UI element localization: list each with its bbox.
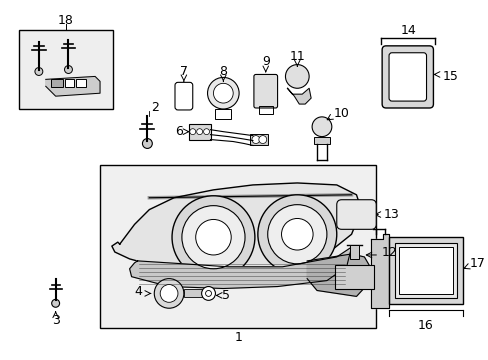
Circle shape bbox=[203, 129, 209, 135]
Polygon shape bbox=[112, 183, 361, 272]
Bar bbox=[183, 289, 201, 297]
Bar bbox=[100, 165, 375, 328]
Bar bbox=[334, 265, 373, 289]
Circle shape bbox=[64, 66, 72, 73]
Circle shape bbox=[35, 68, 43, 76]
Circle shape bbox=[196, 129, 202, 135]
Text: 15: 15 bbox=[442, 70, 457, 83]
Polygon shape bbox=[129, 247, 351, 288]
Bar bbox=[388, 237, 462, 304]
Text: 9: 9 bbox=[261, 55, 269, 68]
Text: 13: 13 bbox=[384, 208, 399, 221]
Circle shape bbox=[201, 287, 215, 300]
Circle shape bbox=[189, 129, 195, 135]
Text: 18: 18 bbox=[58, 14, 73, 27]
Text: 1: 1 bbox=[234, 331, 242, 344]
FancyBboxPatch shape bbox=[253, 75, 277, 108]
Text: 6: 6 bbox=[175, 125, 183, 138]
Bar bbox=[76, 80, 86, 87]
Polygon shape bbox=[287, 88, 310, 104]
FancyBboxPatch shape bbox=[336, 200, 375, 229]
Bar bbox=[19, 30, 113, 109]
FancyBboxPatch shape bbox=[388, 53, 426, 101]
Circle shape bbox=[172, 196, 254, 279]
Circle shape bbox=[142, 139, 152, 148]
Text: 16: 16 bbox=[417, 319, 432, 333]
Text: 7: 7 bbox=[180, 65, 187, 78]
Circle shape bbox=[257, 195, 336, 274]
Polygon shape bbox=[370, 234, 388, 308]
Circle shape bbox=[213, 83, 233, 103]
Bar bbox=[64, 80, 74, 87]
FancyBboxPatch shape bbox=[175, 82, 192, 110]
Circle shape bbox=[160, 284, 178, 302]
Circle shape bbox=[207, 77, 239, 109]
Circle shape bbox=[182, 206, 244, 269]
Circle shape bbox=[285, 64, 308, 88]
Bar bbox=[349, 245, 359, 259]
Polygon shape bbox=[46, 76, 100, 96]
Circle shape bbox=[251, 136, 259, 144]
Circle shape bbox=[52, 300, 60, 307]
Circle shape bbox=[311, 117, 331, 136]
Bar bbox=[188, 124, 210, 140]
Bar bbox=[394, 243, 456, 298]
Text: 3: 3 bbox=[52, 314, 60, 327]
Circle shape bbox=[281, 219, 312, 250]
Bar bbox=[215, 109, 231, 119]
Bar bbox=[51, 80, 62, 87]
Polygon shape bbox=[306, 254, 370, 296]
Circle shape bbox=[154, 279, 183, 308]
Text: 11: 11 bbox=[289, 50, 305, 63]
Bar bbox=[258, 106, 272, 114]
Circle shape bbox=[258, 136, 266, 144]
Text: 12: 12 bbox=[381, 246, 397, 258]
Text: 5: 5 bbox=[222, 289, 230, 302]
Bar bbox=[398, 247, 452, 294]
Text: 10: 10 bbox=[333, 107, 349, 120]
Circle shape bbox=[267, 205, 326, 264]
Text: 17: 17 bbox=[469, 257, 485, 270]
Text: 14: 14 bbox=[400, 23, 416, 37]
FancyBboxPatch shape bbox=[381, 46, 432, 108]
Text: 8: 8 bbox=[219, 65, 227, 78]
Text: 2: 2 bbox=[151, 102, 159, 114]
Circle shape bbox=[195, 220, 231, 255]
Bar bbox=[313, 136, 329, 144]
Bar bbox=[249, 134, 267, 145]
Text: 4: 4 bbox=[134, 285, 142, 298]
